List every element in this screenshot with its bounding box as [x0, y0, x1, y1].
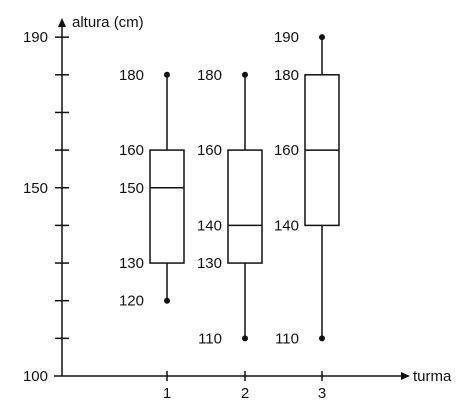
value-label: 180 — [274, 67, 299, 84]
value-label: 180 — [197, 67, 222, 84]
value-label: 140 — [274, 217, 299, 234]
x-tick-label: 3 — [318, 385, 326, 402]
value-label: 160 — [119, 142, 144, 159]
value-label: 110 — [198, 330, 222, 347]
x-tick-label: 2 — [241, 385, 249, 402]
y-ticks: 100 150 190 1 2 3 — [23, 29, 326, 402]
min-point — [164, 297, 170, 304]
box-1: 180 160 150 130 120 — [119, 67, 185, 310]
min-point — [242, 335, 248, 342]
boxes: 1801601501301201801601401301101901801601… — [119, 29, 340, 347]
value-label: 190 — [274, 29, 299, 46]
max-point — [319, 34, 325, 41]
value-label: 120 — [119, 293, 144, 310]
axes — [54, 18, 410, 380]
value-label: 180 — [119, 67, 144, 84]
max-point — [164, 71, 170, 78]
max-point — [242, 71, 248, 78]
value-label: 130 — [119, 255, 144, 272]
y-tick-label: 100 — [23, 368, 48, 385]
value-label: 130 — [197, 255, 222, 272]
y-tick-label: 150 — [23, 180, 48, 197]
y-tick-label: 190 — [23, 29, 48, 46]
value-label: 110 — [275, 330, 299, 347]
value-label: 150 — [119, 180, 144, 197]
value-label: 160 — [274, 142, 299, 159]
box-2: 180 160 140 130 110 — [197, 67, 263, 347]
min-point — [319, 335, 325, 342]
x-axis-label: turma — [413, 368, 452, 385]
value-label: 140 — [197, 217, 222, 234]
y-axis-arrow — [58, 18, 66, 27]
box-iqr — [149, 149, 185, 264]
value-label: 160 — [197, 142, 222, 159]
x-tick-label: 1 — [163, 385, 171, 402]
box-iqr — [227, 149, 263, 264]
y-axis-label: altura (cm) — [72, 14, 144, 31]
box-3: 190 180 160 140 110 — [274, 29, 340, 347]
x-axis-arrow — [401, 372, 410, 380]
